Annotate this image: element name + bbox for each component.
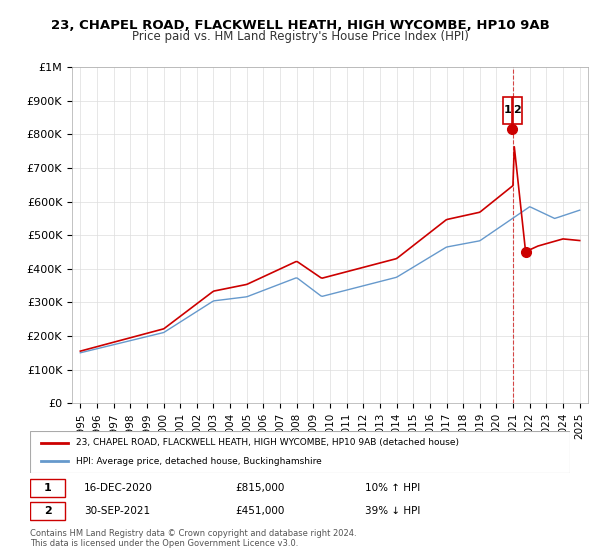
FancyBboxPatch shape <box>503 97 512 124</box>
FancyBboxPatch shape <box>30 431 570 473</box>
Text: 39% ↓ HPI: 39% ↓ HPI <box>365 506 420 516</box>
Text: 16-DEC-2020: 16-DEC-2020 <box>84 483 153 493</box>
Text: 23, CHAPEL ROAD, FLACKWELL HEATH, HIGH WYCOMBE, HP10 9AB (detached house): 23, CHAPEL ROAD, FLACKWELL HEATH, HIGH W… <box>76 438 459 447</box>
Text: 30-SEP-2021: 30-SEP-2021 <box>84 506 150 516</box>
Text: 10% ↑ HPI: 10% ↑ HPI <box>365 483 420 493</box>
Text: HPI: Average price, detached house, Buckinghamshire: HPI: Average price, detached house, Buck… <box>76 457 322 466</box>
Text: This data is licensed under the Open Government Licence v3.0.: This data is licensed under the Open Gov… <box>30 539 298 548</box>
Text: 1: 1 <box>503 105 511 115</box>
Text: Contains HM Land Registry data © Crown copyright and database right 2024.: Contains HM Land Registry data © Crown c… <box>30 529 356 538</box>
Text: 23, CHAPEL ROAD, FLACKWELL HEATH, HIGH WYCOMBE, HP10 9AB: 23, CHAPEL ROAD, FLACKWELL HEATH, HIGH W… <box>50 18 550 32</box>
Text: Price paid vs. HM Land Registry's House Price Index (HPI): Price paid vs. HM Land Registry's House … <box>131 30 469 43</box>
FancyBboxPatch shape <box>513 97 521 124</box>
Text: 2: 2 <box>44 506 52 516</box>
Text: 1: 1 <box>44 483 52 493</box>
FancyBboxPatch shape <box>30 502 65 520</box>
Text: £451,000: £451,000 <box>235 506 284 516</box>
FancyBboxPatch shape <box>30 479 65 497</box>
Text: £815,000: £815,000 <box>235 483 284 493</box>
Text: 2: 2 <box>514 105 521 115</box>
